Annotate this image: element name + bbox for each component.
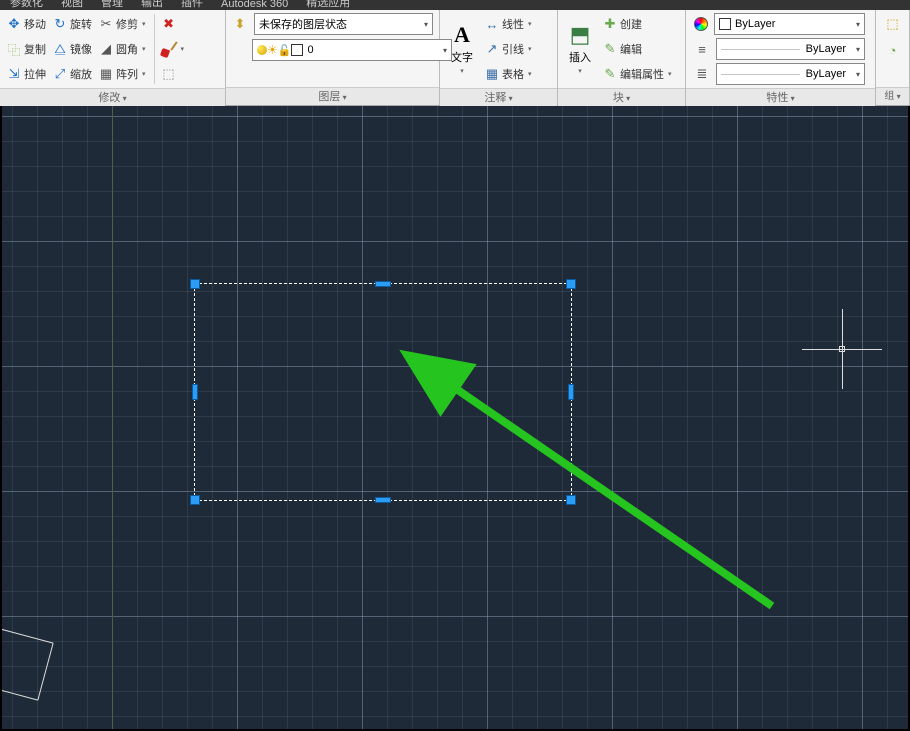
layer-color-swatch (291, 44, 303, 56)
panel-title-block[interactable]: 块 (558, 88, 685, 106)
colorwheel-icon[interactable] (694, 17, 708, 31)
grip-ml[interactable] (192, 384, 198, 400)
layer-state-text: 未保存的图层状态 (259, 16, 347, 32)
grip-mr[interactable] (568, 384, 574, 400)
block-icon: ✚ (602, 16, 618, 32)
text-icon: A (450, 23, 474, 47)
拉伸-button[interactable]: ⇲拉伸 (4, 62, 48, 86)
panel-groups-stub: ⬚ ◔ 组 (876, 10, 910, 105)
panel-annotate: A 文字 ▾ ↔线性▾↗引线▾▦表格▾ 注释 (440, 10, 558, 105)
crosshair-pickbox (839, 346, 845, 352)
grip-br[interactable] (566, 495, 576, 505)
annotate-icon: ▦ (484, 66, 500, 82)
insert-button[interactable]: ⬒ 插入 ▾ (562, 12, 598, 86)
block-icon: ✎ (602, 66, 618, 82)
text-label: 文字 (451, 49, 473, 65)
block-items-col: ✚创建✎编辑✎编辑属性▾ (600, 12, 676, 86)
menu-item[interactable]: 管理 (101, 0, 123, 10)
color-swatch-icon (719, 18, 731, 30)
复制-button[interactable]: ⿻复制 (4, 37, 48, 61)
panel-title-layers[interactable]: 图层 (226, 87, 439, 105)
tool-icon: ↻ (52, 16, 68, 32)
erase-button[interactable]: ✖ (159, 12, 189, 36)
panel-layers: ⬍ 未保存的图层状态 ☀ 🔓 0 图层 (226, 10, 440, 105)
线性-button[interactable]: ↔线性▾ (482, 12, 536, 36)
current-layer-name: 0 (307, 44, 313, 56)
axis-y (112, 106, 113, 729)
insert-label: 插入 (569, 49, 591, 65)
linetype-combo[interactable]: ByLayer (716, 63, 865, 85)
grip-tl[interactable] (190, 279, 200, 289)
tool-icon: ✥ (6, 16, 22, 32)
modify-extra-col: ✖ ▾ ⬚ (159, 12, 189, 86)
annotate-icon: ↔ (484, 16, 500, 32)
旋转-button[interactable]: ↻旋转 (50, 12, 94, 36)
explode-button[interactable]: ▾ (159, 37, 189, 61)
修剪-button[interactable]: ✂修剪▾ (96, 12, 150, 36)
缩放-button[interactable]: ⤢缩放 (50, 62, 94, 86)
menu-item[interactable]: 视图 (61, 0, 83, 10)
block-icon: ✎ (602, 41, 618, 57)
current-layer-combo[interactable]: ☀ 🔓 0 (252, 39, 452, 61)
lt-bylayer: ByLayer (806, 68, 846, 80)
表格-button[interactable]: ▦表格▾ (482, 62, 536, 86)
linetype-icon[interactable]: ≣ (694, 66, 710, 82)
移动-button[interactable]: ✥移动 (4, 12, 48, 36)
group-stub-1[interactable]: ⬚ (883, 12, 903, 36)
offset-button[interactable]: ⬚ (159, 62, 189, 86)
tool-icon: ⿻ (6, 41, 22, 57)
modify-col-1: ✥移动⿻复制⇲拉伸 (4, 12, 48, 86)
grip-tr[interactable] (566, 279, 576, 289)
创建-button[interactable]: ✚创建 (600, 12, 676, 36)
lineweight-icon[interactable]: ≡ (694, 41, 710, 57)
tool-icon: ⧋ (52, 41, 68, 57)
panel-title-props[interactable]: 特性 (686, 88, 875, 106)
tool-icon: ✂ (98, 16, 114, 32)
menu-item[interactable]: 插件 (181, 0, 203, 10)
tool-icon: ⤢ (52, 66, 68, 82)
menu-item[interactable]: Autodesk 360 (221, 0, 288, 10)
annotate-items-col: ↔线性▾↗引线▾▦表格▾ (482, 12, 536, 86)
grip-tm[interactable] (375, 281, 391, 287)
编辑属性-button[interactable]: ✎编辑属性▾ (600, 62, 676, 86)
镜像-button[interactable]: ⧋镜像 (50, 37, 94, 61)
bulb-icon (257, 45, 267, 55)
selected-rectangle[interactable] (194, 283, 572, 501)
menubar: 参数化 视图 管理 输出 插件 Autodesk 360 精选应用 (0, 0, 910, 10)
圆角-button[interactable]: ◢圆角▾ (96, 37, 150, 61)
brush-icon (161, 41, 177, 57)
panel-block: ⬒ 插入 ▾ ✚创建✎编辑✎编辑属性▾ 块 (558, 10, 686, 105)
阵列-button[interactable]: ▦阵列▾ (96, 62, 150, 86)
modify-col-2: ↻旋转⧋镜像⤢缩放 (50, 12, 94, 86)
lock-icon: 🔓 (278, 44, 292, 57)
引线-button[interactable]: ↗引线▾ (482, 37, 536, 61)
insert-icon: ⬒ (568, 23, 592, 47)
panel-title-groups[interactable]: 组 (876, 87, 909, 105)
drawing-canvas[interactable] (0, 106, 910, 731)
tool-icon: ⇲ (6, 66, 22, 82)
编辑-button[interactable]: ✎编辑 (600, 37, 676, 61)
lineweight-combo[interactable]: ByLayer (716, 38, 865, 60)
lw-bylayer: ByLayer (806, 43, 846, 55)
layer-state-combo[interactable]: 未保存的图层状态 (254, 13, 433, 35)
menu-item[interactable]: 输出 (141, 0, 163, 10)
panel-props: ByLayer ≡ ByLayer ≣ ByLayer 特性 (686, 10, 876, 105)
ribbon: ✥移动⿻复制⇲拉伸 ↻旋转⧋镜像⤢缩放 ✂修剪▾◢圆角▾▦阵列▾ ✖ ▾ ⬚ 修… (0, 10, 910, 106)
panel-title-annotate[interactable]: 注释 (440, 88, 557, 106)
layer-props-button[interactable]: ⬍ (230, 12, 250, 36)
menu-item[interactable]: 精选应用 (306, 0, 350, 10)
sun-icon: ☀ (267, 43, 278, 57)
color-bylayer: ByLayer (735, 18, 775, 30)
panel-title-modify[interactable]: 修改 (0, 88, 225, 106)
tool-icon: ◢ (98, 41, 114, 57)
grip-bm[interactable] (375, 497, 391, 503)
menu-item[interactable]: 参数化 (10, 0, 43, 10)
annotate-icon: ↗ (484, 41, 500, 57)
modify-col-3: ✂修剪▾◢圆角▾▦阵列▾ (96, 12, 150, 86)
group-stub-2[interactable]: ◔ (883, 38, 903, 62)
color-combo[interactable]: ByLayer (714, 13, 865, 35)
grip-bl[interactable] (190, 495, 200, 505)
tool-icon: ▦ (98, 66, 114, 82)
panel-modify: ✥移动⿻复制⇲拉伸 ↻旋转⧋镜像⤢缩放 ✂修剪▾◢圆角▾▦阵列▾ ✖ ▾ ⬚ 修… (0, 10, 226, 105)
